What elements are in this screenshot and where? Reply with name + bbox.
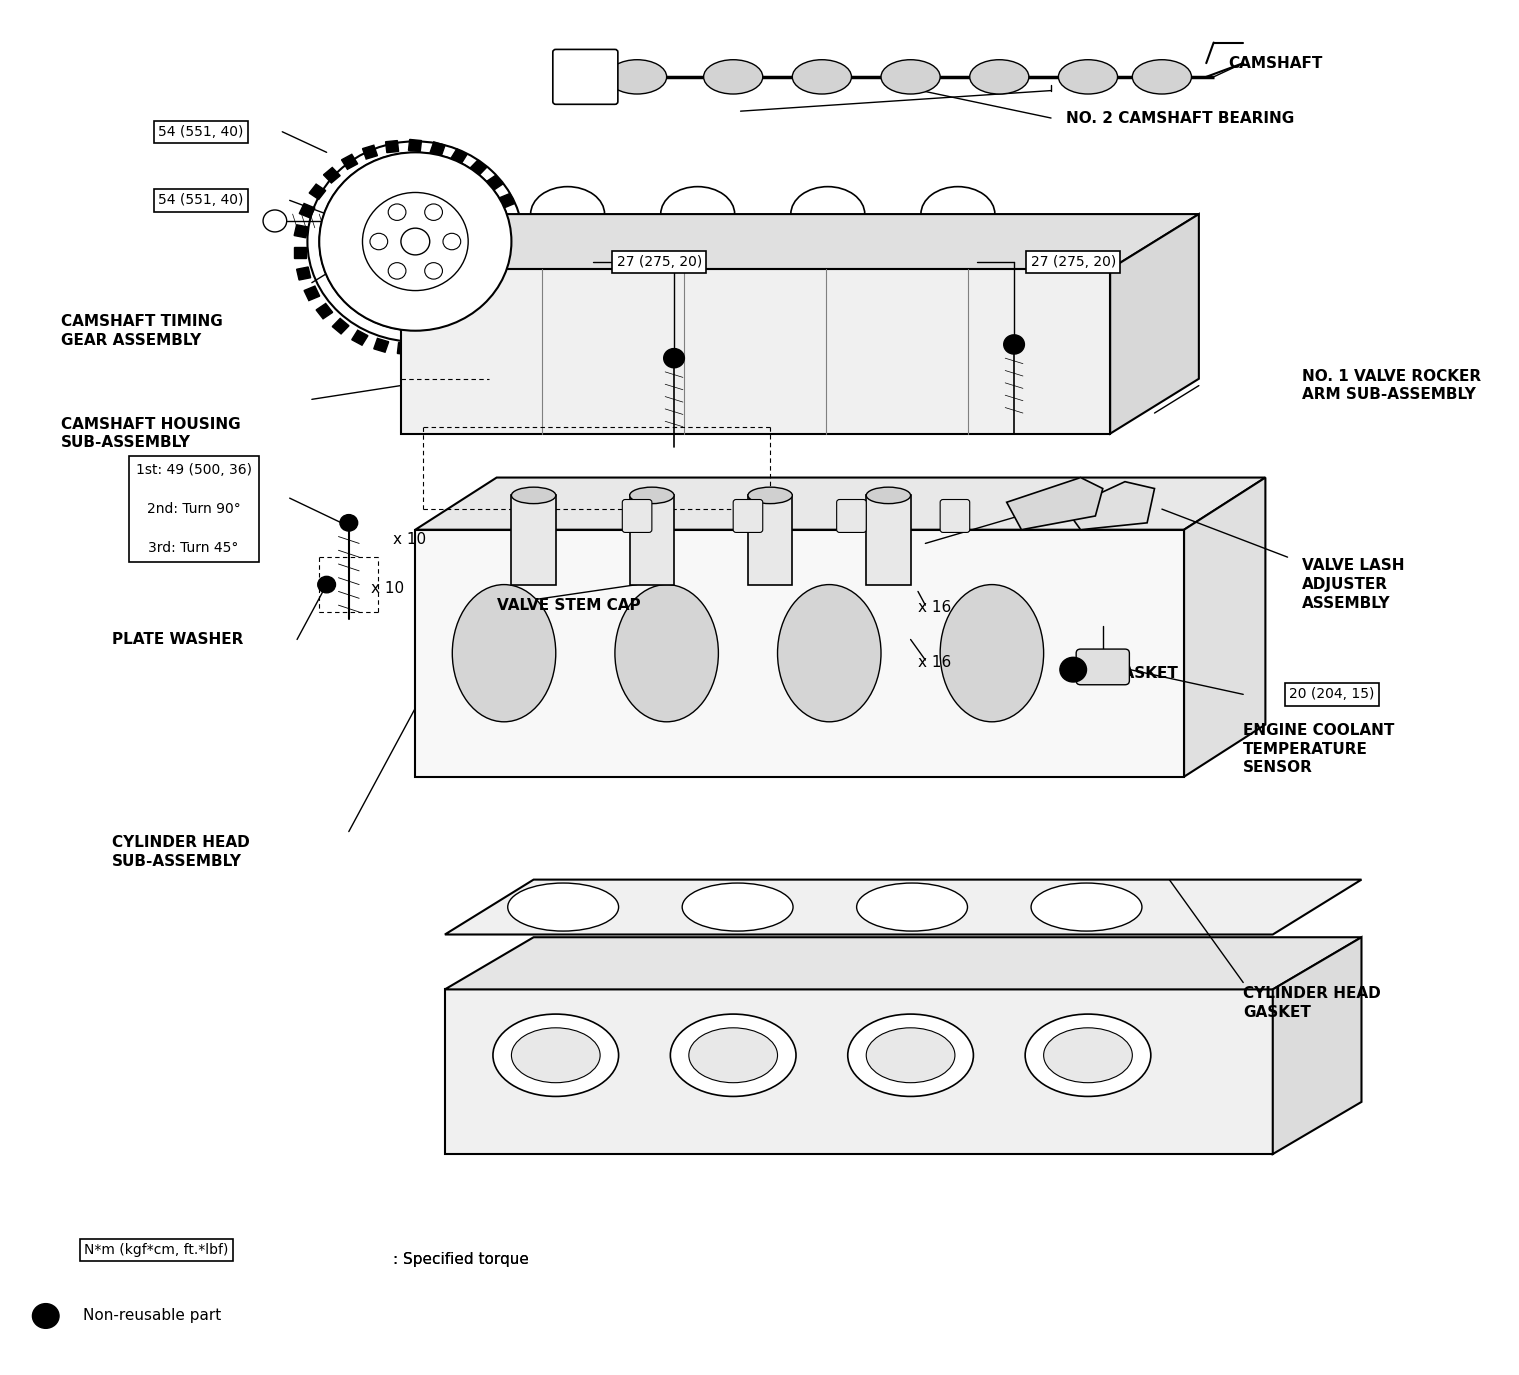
Text: CAMSHAFT HOUSING
SUB-ASSEMBLY: CAMSHAFT HOUSING SUB-ASSEMBLY bbox=[61, 417, 240, 451]
Circle shape bbox=[340, 514, 357, 531]
Text: VALVE STEM CAP: VALVE STEM CAP bbox=[497, 598, 641, 613]
Ellipse shape bbox=[778, 584, 881, 722]
Polygon shape bbox=[1110, 214, 1198, 433]
Ellipse shape bbox=[507, 883, 618, 931]
Bar bbox=[310, 184, 325, 199]
FancyBboxPatch shape bbox=[623, 499, 652, 532]
Bar bbox=[374, 338, 389, 352]
Text: N*m (kgf*cm, ft.*lbf): N*m (kgf*cm, ft.*lbf) bbox=[85, 1243, 229, 1257]
Ellipse shape bbox=[494, 1015, 618, 1096]
Ellipse shape bbox=[670, 1015, 796, 1096]
FancyBboxPatch shape bbox=[734, 499, 763, 532]
FancyBboxPatch shape bbox=[837, 499, 866, 532]
Ellipse shape bbox=[703, 59, 763, 94]
Text: CYLINDER HEAD
SUB-ASSEMBLY: CYLINDER HEAD SUB-ASSEMBLY bbox=[112, 836, 251, 869]
Text: 54 (551, 40): 54 (551, 40) bbox=[158, 125, 243, 139]
Ellipse shape bbox=[688, 1027, 778, 1082]
Text: PLATE WASHER: PLATE WASHER bbox=[112, 632, 243, 648]
Ellipse shape bbox=[512, 1027, 600, 1082]
Ellipse shape bbox=[969, 59, 1028, 94]
Bar bbox=[409, 139, 421, 151]
Circle shape bbox=[32, 1304, 59, 1328]
FancyBboxPatch shape bbox=[747, 495, 793, 584]
Ellipse shape bbox=[866, 487, 910, 503]
Text: ENGINE COOLANT
TEMPERATURE
SENSOR: ENGINE COOLANT TEMPERATURE SENSOR bbox=[1243, 723, 1394, 775]
Ellipse shape bbox=[866, 1027, 955, 1082]
Bar bbox=[295, 248, 305, 258]
Text: GASKET: GASKET bbox=[1110, 667, 1179, 681]
Bar bbox=[513, 236, 524, 247]
Bar bbox=[451, 148, 466, 164]
Ellipse shape bbox=[940, 584, 1044, 722]
Text: Non-reusable part: Non-reusable part bbox=[82, 1309, 220, 1324]
Bar bbox=[295, 224, 308, 238]
Circle shape bbox=[1060, 657, 1086, 682]
Circle shape bbox=[263, 210, 287, 232]
Circle shape bbox=[307, 142, 523, 342]
Circle shape bbox=[425, 263, 442, 279]
FancyBboxPatch shape bbox=[553, 49, 618, 104]
FancyBboxPatch shape bbox=[940, 499, 969, 532]
Ellipse shape bbox=[881, 59, 940, 94]
Circle shape bbox=[1004, 336, 1024, 353]
Text: CAMSHAFT: CAMSHAFT bbox=[1229, 55, 1323, 70]
Ellipse shape bbox=[1044, 1027, 1132, 1082]
Circle shape bbox=[317, 576, 336, 593]
Bar bbox=[304, 286, 319, 301]
Ellipse shape bbox=[848, 1015, 974, 1096]
Polygon shape bbox=[1273, 938, 1361, 1154]
Text: : Specified torque: : Specified torque bbox=[393, 1253, 529, 1268]
Text: 1st: 49 (500, 36)

2nd: Turn 90°

3rd: Turn 45°: 1st: 49 (500, 36) 2nd: Turn 90° 3rd: Tur… bbox=[135, 463, 252, 556]
Circle shape bbox=[425, 204, 442, 220]
FancyBboxPatch shape bbox=[512, 495, 556, 584]
Ellipse shape bbox=[682, 883, 793, 931]
Polygon shape bbox=[445, 938, 1361, 990]
Ellipse shape bbox=[453, 584, 556, 722]
Ellipse shape bbox=[1132, 59, 1191, 94]
Circle shape bbox=[444, 234, 460, 250]
Bar bbox=[299, 204, 314, 219]
Bar bbox=[363, 146, 377, 160]
Polygon shape bbox=[1185, 477, 1265, 777]
Bar bbox=[386, 140, 398, 153]
Ellipse shape bbox=[512, 487, 556, 503]
FancyBboxPatch shape bbox=[630, 495, 674, 584]
Bar bbox=[494, 294, 510, 309]
Ellipse shape bbox=[630, 487, 674, 503]
Bar bbox=[504, 276, 519, 290]
Text: 20 (204, 15): 20 (204, 15) bbox=[1290, 688, 1375, 701]
Text: x 16: x 16 bbox=[873, 546, 907, 561]
Polygon shape bbox=[445, 880, 1361, 935]
Bar bbox=[296, 267, 311, 280]
Text: 54 (551, 40): 54 (551, 40) bbox=[158, 194, 243, 208]
Polygon shape bbox=[1066, 481, 1154, 529]
Bar bbox=[442, 336, 456, 349]
Text: CYLINDER HEAD
GASKET: CYLINDER HEAD GASKET bbox=[1243, 986, 1381, 1020]
Ellipse shape bbox=[1059, 59, 1118, 94]
Text: NO. 2 CAMSHAFT BEARING: NO. 2 CAMSHAFT BEARING bbox=[1066, 110, 1294, 125]
Ellipse shape bbox=[793, 59, 852, 94]
FancyBboxPatch shape bbox=[415, 529, 1185, 777]
Text: NO. 1 VALVE ROCKER
ARM SUB-ASSEMBLY: NO. 1 VALVE ROCKER ARM SUB-ASSEMBLY bbox=[1302, 368, 1481, 403]
Bar bbox=[509, 214, 523, 227]
Circle shape bbox=[401, 228, 430, 254]
Bar bbox=[352, 330, 368, 345]
Bar bbox=[469, 160, 486, 176]
Bar bbox=[462, 324, 477, 340]
Ellipse shape bbox=[615, 584, 718, 722]
Circle shape bbox=[363, 193, 468, 290]
Text: x 16: x 16 bbox=[917, 601, 951, 616]
Bar bbox=[342, 154, 357, 169]
Ellipse shape bbox=[1025, 1015, 1151, 1096]
Bar bbox=[333, 319, 349, 334]
Ellipse shape bbox=[608, 59, 667, 94]
FancyBboxPatch shape bbox=[445, 990, 1273, 1154]
FancyBboxPatch shape bbox=[1075, 649, 1130, 685]
Bar bbox=[398, 342, 410, 355]
Bar bbox=[430, 142, 445, 155]
Text: CAMSHAFT TIMING
GEAR ASSEMBLY: CAMSHAFT TIMING GEAR ASSEMBLY bbox=[61, 314, 222, 348]
Text: 27 (275, 20): 27 (275, 20) bbox=[1030, 256, 1116, 270]
Circle shape bbox=[664, 348, 685, 367]
Ellipse shape bbox=[1031, 883, 1142, 931]
Bar bbox=[478, 311, 495, 326]
